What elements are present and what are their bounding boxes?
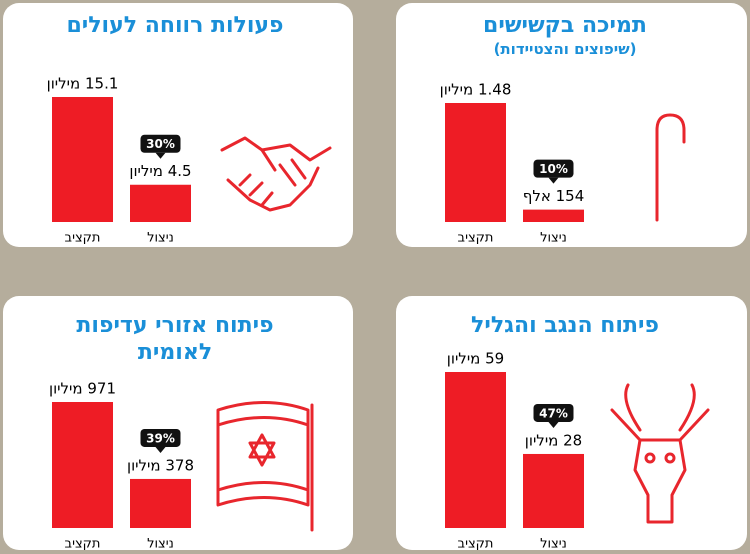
badge-label: 39% [146, 431, 175, 445]
badge [140, 428, 181, 447]
value-label: 4.5 מיליון [129, 162, 191, 180]
panel-title: תמיכה בקשישים [483, 13, 647, 38]
value-label: 59 מיליון [447, 350, 504, 368]
category-label: תקציב [65, 231, 101, 246]
badge-pointer [155, 152, 166, 159]
bar [130, 478, 191, 528]
bar [523, 453, 584, 528]
panel-title: פעולות רווחה לעולים [66, 13, 284, 38]
cane-icon [655, 113, 686, 222]
panel-title: פיתוח הנגב והגליל [471, 313, 659, 338]
bar [130, 184, 191, 222]
bar [52, 402, 113, 528]
category-label: ניצול [540, 231, 567, 246]
value-label: 15.1 מיליון [47, 75, 119, 93]
handshake-icon [220, 136, 332, 212]
category-label: תקציב [458, 537, 494, 552]
panel-title: פיתוח אזורי עדיפות לאומית [76, 313, 274, 365]
badge [140, 134, 181, 153]
value-label: 154 אלף [523, 187, 585, 205]
bar [523, 209, 584, 222]
gazelle-icon [610, 383, 710, 524]
value-label: 28 מיליון [525, 431, 582, 449]
badge-pointer [548, 421, 559, 428]
badge-label: 47% [539, 406, 568, 420]
value-label: 378 מיליון [127, 456, 194, 474]
category-label: ניצול [147, 231, 174, 246]
bar [445, 372, 506, 528]
category-label: ניצול [540, 537, 567, 552]
value-label: 971 מיליון [49, 380, 116, 398]
flag-icon [216, 401, 314, 532]
value-label: 1.48 מיליון [440, 81, 512, 99]
badge [533, 159, 574, 178]
bar [445, 103, 506, 222]
category-label: תקציב [65, 537, 101, 552]
badge-pointer [155, 446, 166, 453]
panel-subtitle: (שיפוצים והצטיידות) [493, 40, 637, 58]
category-label: ניצול [147, 537, 174, 552]
category-label: תקציב [458, 231, 494, 246]
bar [52, 97, 113, 222]
badge-pointer [548, 177, 559, 184]
badge-label: 30% [146, 137, 175, 151]
badge-label: 10% [539, 162, 568, 176]
badge [533, 403, 574, 422]
